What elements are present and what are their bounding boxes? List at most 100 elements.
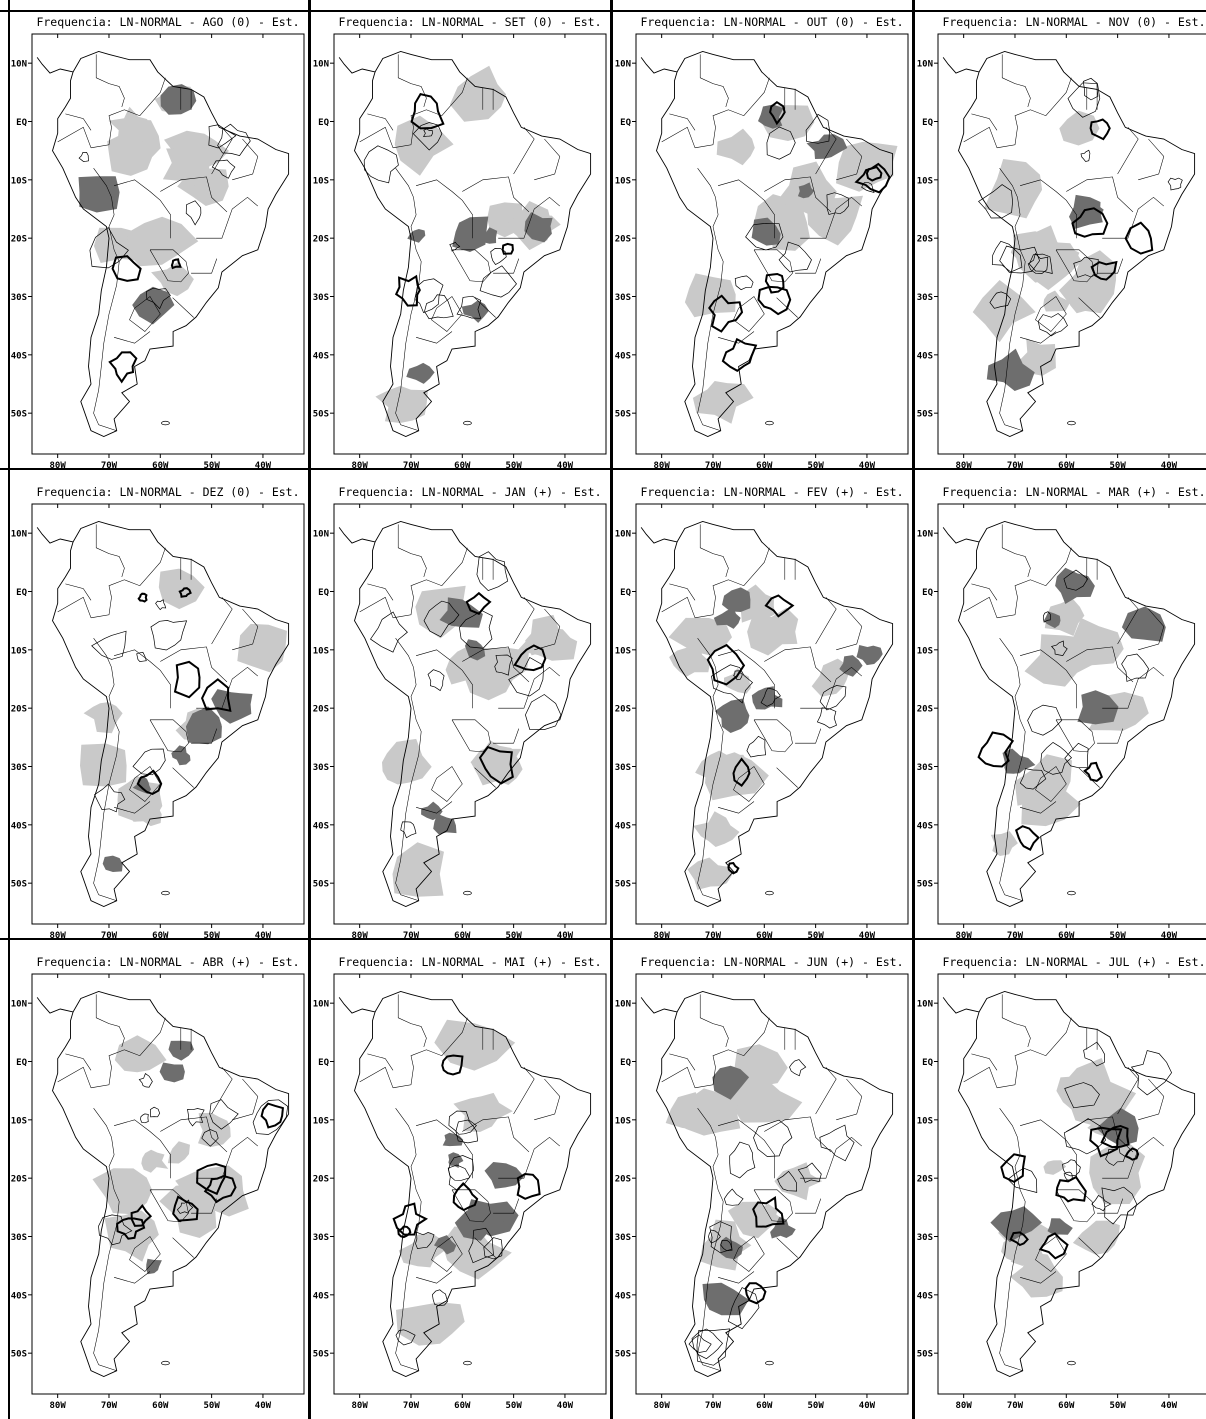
panel-separator — [610, 0, 613, 1419]
thin-contour — [150, 620, 188, 651]
country-border — [232, 1078, 259, 1121]
thick-contour — [1038, 1232, 1069, 1260]
lat-tick-label: EQ — [620, 118, 631, 128]
thin-contour — [508, 657, 545, 697]
country-border — [1066, 176, 1134, 213]
country-border — [1097, 258, 1124, 274]
lat-tick-label: 20S — [917, 705, 933, 715]
plot-frame — [333, 973, 607, 1395]
lat-tick-label: 30S — [11, 293, 27, 303]
thick-contour — [706, 643, 746, 686]
thin-contour — [448, 1155, 475, 1181]
light-shading-area — [1024, 634, 1101, 687]
country-border — [764, 646, 832, 683]
lat-tick-label: EQ — [318, 1058, 329, 1068]
country-border — [93, 638, 115, 697]
lon-tick-label: 50W — [1109, 1401, 1126, 1411]
country-border — [1117, 1067, 1139, 1115]
lat-tick-label: 10N — [917, 60, 933, 70]
dark-shading-area — [434, 1235, 457, 1255]
lat-tick-label: EQ — [16, 1058, 27, 1068]
lat-tick-label: EQ — [16, 588, 27, 598]
country-border — [359, 596, 394, 618]
thick-contour — [108, 351, 138, 384]
country-border — [392, 547, 468, 619]
thick-contour — [452, 1181, 479, 1212]
country-border — [1117, 127, 1139, 175]
country-border — [534, 138, 561, 181]
coastline — [52, 521, 290, 907]
thick-contour — [441, 1054, 464, 1076]
panel-title: Frequencia: LN-NORMAL - JAN (+) - Est. — [338, 485, 601, 499]
country-border — [1102, 1136, 1164, 1179]
lon-tick-label: 60W — [152, 1401, 169, 1411]
map-svg: Frequencia: LN-NORMAL - FEV (+) - Est. 10… — [615, 485, 909, 941]
country-border — [1138, 1078, 1165, 1121]
country-border — [93, 226, 120, 431]
thin-contour — [414, 278, 444, 314]
thick-contour — [516, 1172, 541, 1200]
thin-contour — [209, 1099, 239, 1130]
lat-tick-label: 40S — [917, 1291, 933, 1301]
thin-contour — [140, 1113, 149, 1124]
light-shading-area — [517, 614, 578, 661]
thin-contour — [363, 145, 399, 184]
map-svg: Frequencia: LN-NORMAL - JUL (+) - Est. 10… — [917, 955, 1206, 1411]
country-border — [800, 196, 862, 239]
country-border — [93, 696, 120, 901]
thin-contour — [989, 291, 1012, 309]
thin-contour — [778, 241, 812, 273]
country-border — [764, 176, 832, 213]
light-shading-area — [92, 1168, 153, 1215]
country-border — [513, 597, 535, 645]
country-border — [999, 226, 1026, 431]
country-border — [815, 127, 837, 175]
lon-tick-label: 80W — [654, 461, 671, 471]
light-shading-area — [125, 216, 199, 267]
map-panel: Frequencia: LN-NORMAL - JUN (+) - Est. 10… — [612, 942, 912, 1412]
coastline — [640, 997, 678, 1014]
coastline — [640, 57, 678, 74]
country-border — [114, 649, 171, 709]
thin-contour — [777, 1170, 798, 1192]
country-border — [815, 1067, 837, 1115]
country-border — [1138, 138, 1165, 181]
country-border — [211, 1067, 233, 1115]
coastline — [942, 997, 980, 1014]
lon-tick-label: 80W — [956, 461, 973, 471]
lon-tick-label: 70W — [705, 1401, 722, 1411]
coastline — [354, 521, 592, 907]
thick-contour — [465, 591, 492, 616]
dark-shading-area — [102, 855, 123, 872]
coastline — [338, 997, 376, 1014]
country-border — [392, 1017, 468, 1089]
thin-contour — [1027, 252, 1049, 274]
lat-tick-label: 50S — [917, 1350, 933, 1360]
lat-tick-label: 10N — [615, 530, 631, 540]
country-border — [697, 1108, 719, 1167]
lat-tick-label: 10S — [11, 1116, 27, 1126]
plot-frame — [635, 973, 909, 1395]
thin-contour — [766, 126, 796, 160]
lat-tick-label: 30S — [917, 763, 933, 773]
dark-shading-area — [185, 706, 222, 745]
plot-frame — [635, 503, 909, 925]
lat-tick-label: 10N — [615, 1000, 631, 1010]
country-border — [513, 127, 535, 175]
lat-tick-label: 40S — [11, 821, 27, 831]
country-border — [129, 766, 161, 802]
thin-contour — [826, 192, 849, 215]
panel-title: Frequencia: LN-NORMAL - JUN (+) - Est. — [640, 955, 903, 969]
lon-tick-label: 50W — [203, 461, 220, 471]
thick-contour — [865, 165, 883, 182]
island — [161, 1360, 170, 1366]
lat-tick-label: 30S — [11, 1233, 27, 1243]
lat-tick-label: 10S — [917, 646, 933, 656]
thin-contour — [217, 123, 251, 157]
thick-contour — [513, 644, 547, 672]
country-border — [93, 1166, 120, 1371]
country-border — [996, 77, 1072, 149]
country-border — [498, 666, 560, 709]
country-border — [90, 547, 166, 619]
panel-separator — [0, 938, 1206, 940]
